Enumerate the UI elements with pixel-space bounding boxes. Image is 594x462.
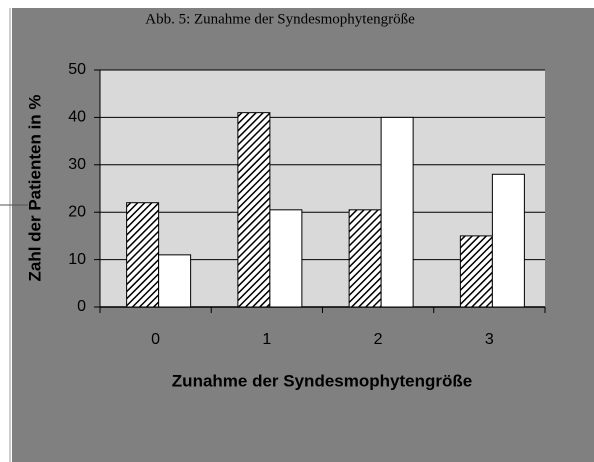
bar <box>491 173 525 308</box>
x-tick-label: 0 <box>151 331 160 348</box>
x-tick-label: 2 <box>374 331 383 348</box>
bar <box>237 112 271 308</box>
bar <box>126 202 160 308</box>
bar <box>380 116 414 308</box>
y-tick-label: 30 <box>68 156 86 173</box>
y-tick-label: 40 <box>68 109 86 126</box>
y-tick-label: 20 <box>68 203 86 220</box>
x-axis-title: Zunahme der Syndesmophytengröße <box>172 371 472 390</box>
bar <box>459 235 493 308</box>
x-tick-label: 3 <box>485 331 494 348</box>
y-tick-label: 50 <box>68 61 86 78</box>
y-axis-title: Zahl der Patienten in % <box>25 94 44 281</box>
chart-title: Abb. 5: Zunahme der Syndesmophytengröße <box>145 11 415 27</box>
bar <box>348 209 382 308</box>
y-tick-label: 0 <box>77 298 86 315</box>
x-tick-label: 1 <box>262 331 271 348</box>
y-tick-label: 10 <box>68 251 86 268</box>
bar <box>269 209 303 308</box>
bar <box>158 254 192 308</box>
